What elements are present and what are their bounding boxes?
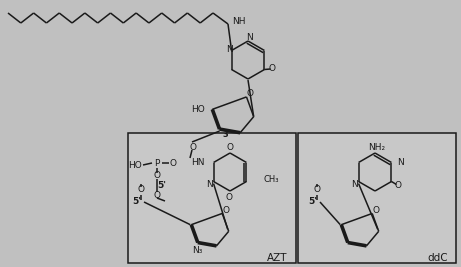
Text: O: O <box>223 206 230 215</box>
Bar <box>298 133 456 263</box>
Text: O: O <box>225 193 232 202</box>
Text: N: N <box>206 180 213 189</box>
Text: N: N <box>397 158 404 167</box>
Text: P: P <box>154 159 160 167</box>
Text: NH₂: NH₂ <box>368 143 385 151</box>
Text: O: O <box>269 64 276 73</box>
Text: 5': 5' <box>132 198 142 206</box>
Text: O: O <box>154 171 160 180</box>
Text: O: O <box>313 186 320 194</box>
Text: N: N <box>246 33 252 42</box>
Bar <box>128 133 296 263</box>
Text: HN: HN <box>191 158 205 167</box>
Text: HO: HO <box>128 162 142 171</box>
Text: 5': 5' <box>158 180 166 190</box>
Text: HO: HO <box>191 105 205 114</box>
Text: N₃: N₃ <box>193 246 203 255</box>
Text: O: O <box>247 89 254 99</box>
Text: O: O <box>395 181 402 190</box>
Text: O: O <box>137 186 144 194</box>
Text: 3': 3' <box>222 129 230 139</box>
Text: 5': 5' <box>308 198 318 206</box>
Text: N: N <box>351 180 358 189</box>
Text: N: N <box>226 45 233 54</box>
Text: ddC: ddC <box>428 253 448 263</box>
Text: O: O <box>226 143 234 152</box>
Text: NH: NH <box>232 17 246 26</box>
Text: O: O <box>154 190 160 199</box>
Text: O: O <box>189 143 196 151</box>
Text: CH₃: CH₃ <box>263 175 279 184</box>
Text: AZT: AZT <box>267 253 287 263</box>
Text: O: O <box>170 159 177 167</box>
Text: O: O <box>372 206 380 215</box>
